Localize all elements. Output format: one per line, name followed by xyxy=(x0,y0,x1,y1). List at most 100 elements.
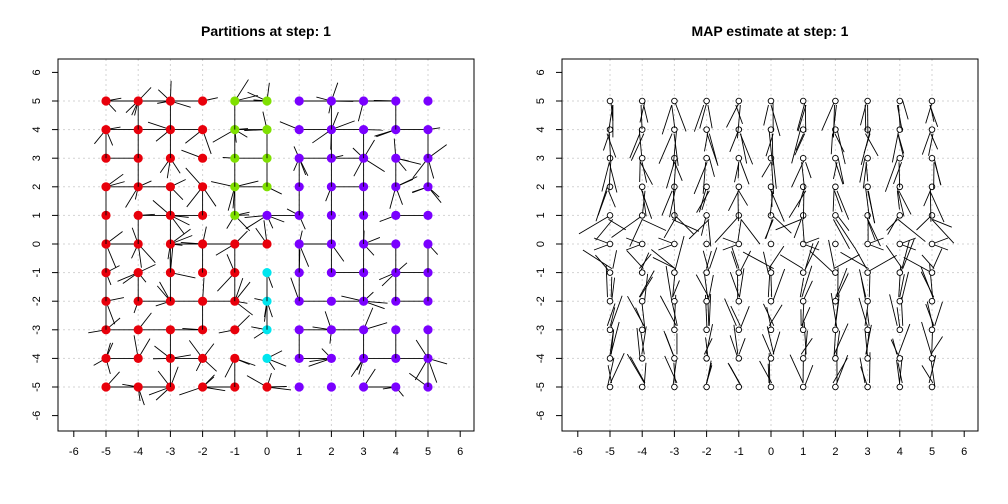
estimate-segment xyxy=(768,304,783,327)
estimate-segment xyxy=(832,186,835,212)
estimate-segment xyxy=(629,219,643,247)
estimate-segment xyxy=(921,365,934,384)
estimate-segment xyxy=(704,129,709,152)
estimate-segment xyxy=(608,129,612,162)
estimate-segment xyxy=(868,275,871,298)
estimate-segment xyxy=(833,219,850,250)
estimate-point xyxy=(864,297,871,305)
estimate-point xyxy=(864,269,871,276)
estimate-segment xyxy=(828,239,835,269)
estimate-point xyxy=(767,126,775,133)
estimate-segment xyxy=(738,338,746,355)
estimate-segment xyxy=(702,250,710,273)
estimate-point xyxy=(928,383,936,391)
x-tick-label: 5 xyxy=(929,446,935,458)
estimate-segment xyxy=(834,190,843,213)
estimate-segment xyxy=(840,251,869,269)
estimate-segment xyxy=(864,104,867,131)
estimate-segment xyxy=(738,190,749,206)
estimate-point xyxy=(606,212,614,219)
estimate-point xyxy=(606,240,614,248)
estimate-segment xyxy=(608,190,616,208)
estimate-point xyxy=(832,240,839,248)
estimate-point xyxy=(703,269,710,276)
estimate-segment xyxy=(854,247,867,269)
estimate-point xyxy=(703,154,710,162)
x-tick-label: -4 xyxy=(637,446,647,458)
estimate-point xyxy=(703,97,710,105)
estimate-segment xyxy=(898,190,912,215)
estimate-point xyxy=(799,97,807,105)
estimate-segment xyxy=(802,301,805,330)
estimate-segment xyxy=(766,307,773,330)
estimate-segment xyxy=(641,162,648,183)
estimate-segment xyxy=(803,364,814,388)
estimate-segment xyxy=(672,280,680,298)
estimate-segment xyxy=(605,264,608,298)
estimate-point xyxy=(896,297,904,305)
estimate-segment xyxy=(669,186,677,218)
estimate-point xyxy=(832,326,839,334)
estimate-point xyxy=(606,297,614,305)
estimate-segment xyxy=(835,219,856,248)
estimate-point xyxy=(638,154,646,162)
estimate-point xyxy=(799,126,807,133)
estimate-segment xyxy=(734,162,740,183)
estimate-point xyxy=(767,326,775,334)
estimate-point xyxy=(767,183,775,191)
estimate-segment xyxy=(789,354,804,384)
estimate-point xyxy=(832,355,839,362)
estimate-segment xyxy=(688,219,710,240)
estimate-point xyxy=(671,383,678,391)
estimate-segment xyxy=(902,100,909,120)
estimate-segment xyxy=(801,265,813,298)
estimate-segment xyxy=(932,248,943,269)
x-tick-label: 3 xyxy=(361,446,367,458)
estimate-point xyxy=(671,97,678,105)
axes: -6 -5 -4 -3 -2 -1 0 1 2 3 4 5 6 -6 -5 -4 -3 -2 -1 0 1 2 3 4 5 6 xyxy=(535,69,967,458)
estimate-segment xyxy=(892,338,898,355)
estimate-segment xyxy=(794,133,806,156)
estimate-segment xyxy=(607,357,615,388)
estimate-point xyxy=(767,297,775,305)
estimate-point xyxy=(703,212,710,219)
estimate-segment xyxy=(809,250,834,273)
estimate-segment xyxy=(578,215,611,235)
estimate-segment xyxy=(602,133,610,151)
estimate-segment xyxy=(701,190,709,211)
partition-point xyxy=(262,125,272,135)
map-chart-title: MAP estimate at step: 1 xyxy=(692,23,849,39)
estimate-segment xyxy=(833,323,849,355)
x-tick-label: -2 xyxy=(198,446,208,458)
estimate-point xyxy=(832,212,839,219)
estimate-segment xyxy=(930,133,939,150)
estimate-point xyxy=(896,212,904,219)
partition-point xyxy=(230,239,240,249)
estimate-segment xyxy=(708,294,712,326)
x-tick-label: 5 xyxy=(425,446,431,458)
y-tick-label: -2 xyxy=(535,296,547,306)
estimate-segment xyxy=(643,362,647,388)
x-tick-label: -2 xyxy=(702,446,712,458)
estimate-segment xyxy=(834,133,845,153)
partition-point xyxy=(326,325,336,335)
estimate-point xyxy=(928,97,936,105)
estimate-point xyxy=(928,326,936,334)
estimate-segment xyxy=(866,254,897,273)
estimate-point xyxy=(799,326,807,334)
estimate-point xyxy=(799,355,807,362)
estimate-segment xyxy=(736,104,741,139)
estimate-segment xyxy=(608,219,627,231)
partition-point xyxy=(198,153,208,163)
partition-point xyxy=(294,153,304,163)
y-tick-label: 1 xyxy=(535,212,547,218)
estimate-point xyxy=(832,183,839,191)
estimate-point xyxy=(671,240,678,248)
estimate-segment xyxy=(859,269,867,298)
estimate-point xyxy=(864,326,871,334)
partition-point xyxy=(294,325,304,335)
estimate-segment xyxy=(802,186,805,220)
estimate-segment xyxy=(836,190,850,220)
estimate-segment xyxy=(742,251,774,269)
partition-point xyxy=(423,125,433,135)
